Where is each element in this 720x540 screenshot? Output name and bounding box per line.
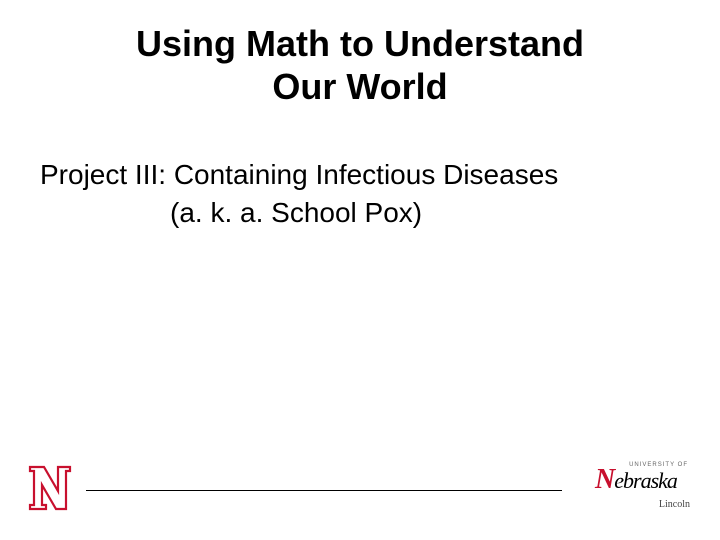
body-line-2: (a. k. a. School Pox) [40,194,720,232]
nebraska-n-icon [28,463,72,513]
nebraska-rest: ebraska [614,468,677,493]
slide-title: Using Math to Understand Our World [0,0,720,108]
slide: Using Math to Understand Our World Proje… [0,0,720,540]
footer-divider [86,490,562,491]
body-line-1: Project III: Containing Infectious Disea… [40,156,720,194]
title-line-1: Using Math to Understand [0,22,720,65]
nebraska-script: Nebraska [576,464,696,494]
lincoln-text: Lincoln [659,499,690,510]
university-nebraska-logo-icon: UNIVERSITY OF Nebraska Lincoln [576,464,696,512]
nebraska-n-letter: N [595,464,614,495]
title-line-2: Our World [0,65,720,108]
university-of-text: UNIVERSITY OF [629,462,688,468]
slide-footer: UNIVERSITY OF Nebraska Lincoln [0,458,720,518]
slide-body: Project III: Containing Infectious Disea… [0,108,720,232]
